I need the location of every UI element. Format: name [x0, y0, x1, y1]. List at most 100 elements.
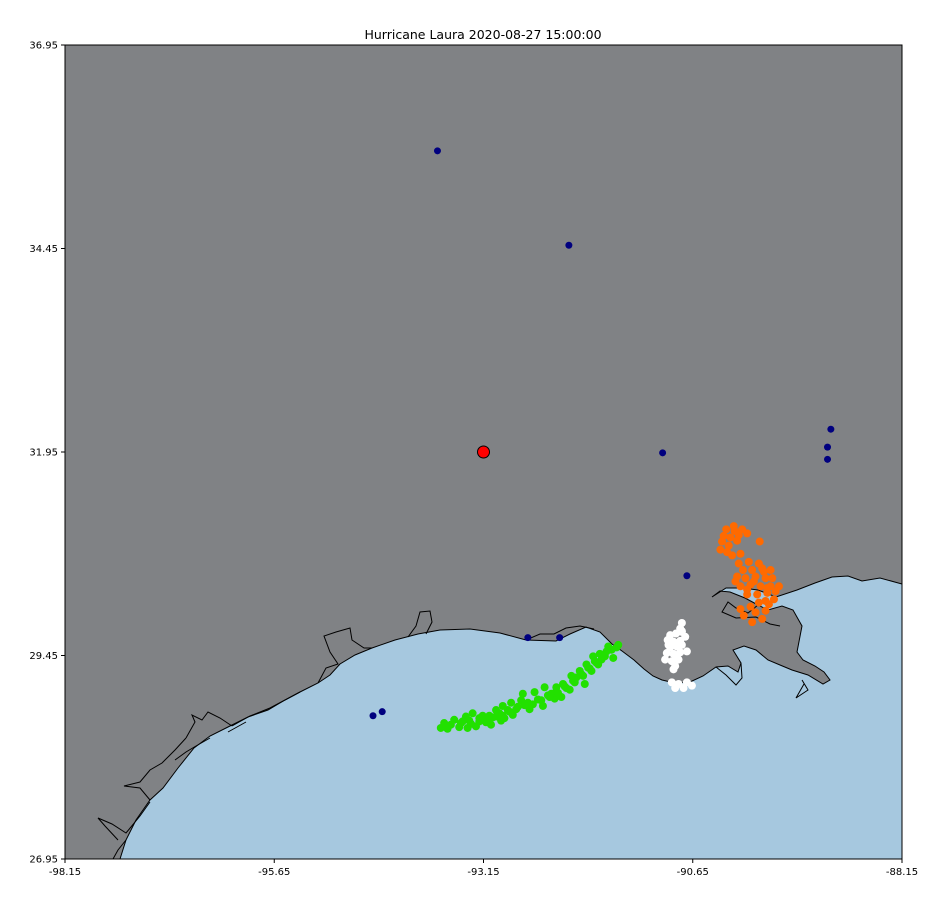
cluster-point-orange	[741, 574, 750, 583]
cluster-point-orange	[743, 585, 752, 594]
cluster-point-orange	[731, 577, 740, 586]
cluster-point-orange	[723, 548, 732, 557]
stations-layer	[369, 147, 835, 720]
storm-center-point	[477, 445, 490, 459]
cluster-point-orange	[763, 583, 772, 592]
station-point	[659, 449, 667, 457]
cluster-point-green	[450, 715, 459, 724]
cluster-point-green	[530, 688, 539, 697]
cluster-point-orange	[738, 525, 747, 534]
cluster-point-orange	[754, 598, 763, 607]
cluster-point-green	[592, 658, 601, 667]
station-point	[369, 712, 377, 720]
cluster-point-orange	[736, 605, 745, 614]
cluster-point-orange	[749, 577, 758, 586]
x-tick-label: -90.65	[677, 867, 709, 878]
cluster-point-orange	[729, 522, 738, 531]
coastline-details	[97, 601, 809, 860]
cluster-point-orange	[753, 590, 762, 599]
cluster-point-green	[540, 683, 549, 692]
y-tick-label: 36.95	[29, 41, 58, 52]
cluster-point-green	[552, 683, 561, 692]
x-tick-label: -98.15	[49, 867, 81, 878]
cluster-point-white	[682, 647, 691, 656]
station-point	[827, 425, 835, 433]
cluster-point-green	[528, 700, 537, 709]
y-tick-label: 34.45	[29, 244, 58, 255]
cluster-point-orange	[766, 566, 775, 575]
cluster-point-green	[579, 671, 588, 680]
storm-center-layer	[477, 445, 490, 459]
cluster-point-green	[468, 709, 477, 718]
cluster-point-orange	[724, 541, 733, 550]
cluster-point-orange	[738, 566, 747, 575]
cluster-point-green	[562, 684, 571, 693]
cluster-point-white	[672, 652, 681, 661]
cluster-point-green	[545, 693, 554, 702]
cluster-point-green	[520, 701, 529, 710]
cluster-point-orange	[726, 533, 735, 542]
cluster-point-white	[676, 624, 685, 633]
cluster-point-green	[475, 717, 484, 726]
x-tick-label: -88.15	[886, 867, 918, 878]
cluster-point-green	[595, 649, 604, 658]
cluster-point-green	[497, 716, 506, 725]
cluster-point-white	[679, 684, 688, 693]
cluster-point-green	[612, 643, 621, 652]
cluster-point-green	[498, 701, 507, 710]
cluster-point-green	[567, 671, 576, 680]
cluster-point-orange	[771, 587, 780, 596]
cluster-point-orange	[746, 602, 755, 611]
cluster-point-green	[505, 707, 514, 716]
y-tick-label: 29.45	[29, 651, 58, 662]
cluster-point-orange	[768, 574, 777, 583]
y-axis: 26.95 29.45 31.95 34.45 36.95	[29, 41, 65, 866]
y-tick-label: 26.95	[29, 855, 58, 866]
cluster-point-white	[681, 632, 690, 641]
station-point	[565, 241, 573, 249]
cluster-point-orange	[751, 608, 760, 617]
clusters-layer	[436, 522, 783, 733]
cluster-point-green	[589, 652, 598, 661]
x-axis: -98.15 -95.65 -93.15 -90.65 -88.15	[49, 859, 918, 878]
cluster-point-green	[604, 642, 613, 651]
cluster-point-white	[687, 681, 696, 690]
cluster-point-orange	[733, 536, 742, 545]
cluster-point-green	[537, 696, 546, 705]
cluster-point-orange	[744, 557, 753, 566]
cluster-point-green	[580, 679, 589, 688]
x-tick-label: -95.65	[258, 867, 290, 878]
cluster-point-orange	[739, 611, 748, 620]
cluster-point-green	[609, 653, 618, 662]
cluster-point-orange	[761, 606, 770, 615]
cluster-point-white	[662, 649, 671, 658]
cluster-point-orange	[736, 549, 745, 558]
cluster-point-green	[585, 664, 594, 673]
cluster-point-green	[463, 723, 472, 732]
cluster-point-green	[518, 689, 527, 698]
y-tick-label: 31.95	[29, 448, 58, 459]
cluster-point-orange	[759, 567, 768, 576]
map-title: Hurricane Laura 2020-08-27 15:00:00	[364, 27, 601, 42]
cluster-point-orange	[755, 537, 764, 546]
station-point	[824, 443, 832, 451]
cluster-point-green	[507, 698, 516, 707]
cluster-point-green	[570, 678, 579, 687]
cluster-point-white	[671, 684, 680, 693]
cluster-point-orange	[748, 566, 757, 575]
cluster-point-orange	[734, 559, 743, 568]
cluster-point-orange	[722, 525, 731, 534]
cluster-point-green	[492, 706, 501, 715]
cluster-point-orange	[756, 582, 765, 591]
cluster-point-white	[664, 640, 673, 649]
cluster-point-green	[458, 717, 467, 726]
cluster-point-white	[669, 665, 678, 674]
station-point	[524, 634, 532, 642]
cluster-point-orange	[716, 545, 725, 554]
cluster-point-orange	[758, 614, 767, 623]
station-point	[433, 147, 441, 155]
cluster-point-orange	[761, 596, 770, 605]
cluster-point-orange	[769, 595, 778, 604]
